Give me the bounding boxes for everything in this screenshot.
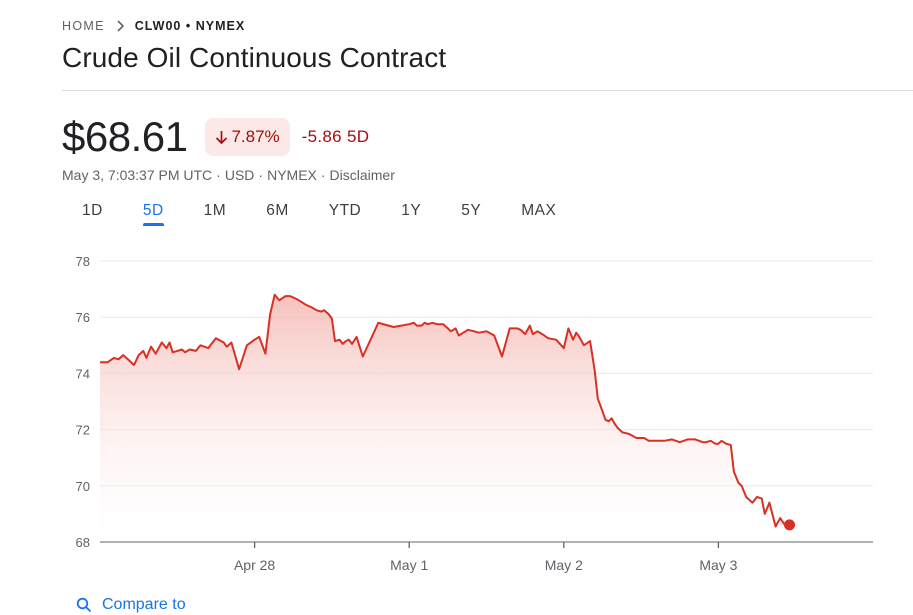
tab-6m[interactable]: 6M — [246, 196, 309, 226]
search-icon — [76, 597, 92, 613]
x-tick-label: May 2 — [545, 557, 583, 573]
range-tabs: 1D 5D 1M 6M YTD 1Y 5Y MAX — [62, 196, 576, 228]
current-price-dot — [784, 519, 796, 531]
chevron-right-icon — [117, 20, 124, 32]
tab-1y[interactable]: 1Y — [381, 196, 441, 226]
compare-to-button[interactable]: Compare to — [76, 596, 186, 614]
percent-change-value: 7.87% — [231, 127, 280, 146]
y-tick-label: 76 — [76, 310, 90, 325]
y-tick-label: 70 — [76, 479, 90, 494]
tab-1m[interactable]: 1M — [184, 196, 247, 226]
y-tick-label: 72 — [76, 423, 90, 438]
arrow-down-icon — [216, 130, 228, 144]
page-title: Crude Oil Continuous Contract — [62, 42, 447, 73]
tab-ytd[interactable]: YTD — [309, 196, 382, 226]
breadcrumb: HOME CLW00 • NYMEX — [62, 17, 245, 35]
quote-meta: May 3, 7:03:37 PM UTC · USD · NYMEX · Di… — [62, 167, 395, 183]
current-price: $68.61 — [62, 113, 188, 160]
x-tick-label: May 1 — [390, 557, 428, 573]
compare-to-label: Compare to — [102, 596, 186, 613]
absolute-change: -5.86 5D — [301, 127, 370, 146]
meta-separator: · — [216, 167, 221, 183]
quote-row: $68.61 7.87% -5.86 5D — [62, 112, 369, 162]
y-tick-label: 74 — [76, 366, 90, 381]
price-area-fill — [100, 294, 790, 542]
quote-currency: USD — [224, 167, 255, 183]
quote-timestamp: May 3, 7:03:37 PM UTC — [62, 167, 213, 183]
percent-change-badge: 7.87% — [205, 118, 290, 156]
tab-max[interactable]: MAX — [501, 196, 576, 226]
tab-5d[interactable]: 5D — [123, 196, 184, 226]
meta-separator: · — [258, 167, 264, 183]
price-chart[interactable]: Apr 28 May 1 May 2 May 3 78 76 74 72 70 68 — [0, 240, 913, 585]
header-divider — [62, 90, 913, 91]
x-tick-label: Apr 28 — [234, 557, 275, 573]
quote-exchange: NYMEX — [267, 167, 317, 183]
breadcrumb-ticker: CLW00 • NYMEX — [134, 19, 246, 33]
meta-separator: · — [320, 167, 326, 183]
x-tick-label: May 3 — [699, 557, 737, 573]
disclaimer-link[interactable]: Disclaimer — [329, 167, 395, 183]
y-tick-label: 78 — [76, 254, 90, 269]
tab-1d[interactable]: 1D — [62, 196, 123, 226]
price-line — [100, 293, 790, 528]
breadcrumb-home-link[interactable]: HOME — [62, 19, 105, 33]
tab-5y[interactable]: 5Y — [441, 196, 501, 226]
y-tick-label: 68 — [76, 535, 90, 550]
